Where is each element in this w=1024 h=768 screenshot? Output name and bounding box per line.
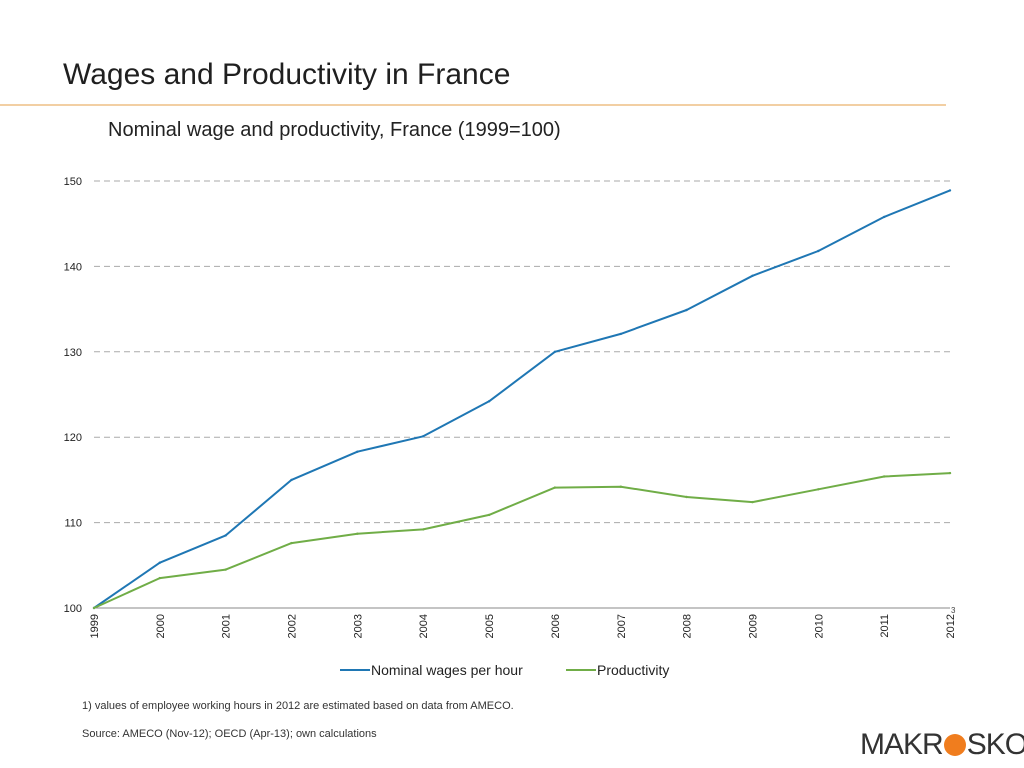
y-tick-label: 120 [64,432,82,444]
source-note: Source: AMECO (Nov-12); OECD (Apr-13); o… [82,728,377,740]
data-point [948,189,952,192]
data-point [883,475,886,478]
x-tick-label: 2009 [747,614,759,638]
data-point [817,488,820,491]
data-point [422,528,425,531]
x-tick-label: 2007 [616,614,628,638]
makroskop-logo: MAKR SKOP [860,727,1024,763]
y-tick-label: 110 [64,518,82,530]
x-tick-label: 2000 [155,614,167,638]
series-line-nominal-wages [93,189,951,609]
data-point [553,486,557,489]
x-tick-label: 2006 [550,614,562,638]
data-point [422,435,425,438]
y-tick-label: 100 [64,603,82,615]
data-point [356,532,359,535]
data-point [487,513,491,517]
page-number: 3 [951,606,956,615]
data-point [290,541,293,545]
logo-dot-icon [943,734,966,756]
slide-title: Wages and Productivity in France [63,58,511,91]
logo-text-right: SKOP [966,728,1024,761]
chart-title: Nominal wage and productivity, France (1… [108,119,561,141]
footnote: 1) values of employee working hours in 2… [82,700,514,712]
x-tick-label: 2010 [813,614,825,638]
x-tick-label: 2011 [879,614,891,638]
data-point [553,350,557,353]
series-line-productivity [93,472,951,609]
y-tick-label: 140 [64,261,82,273]
line-chart: Nominal wage and productivity, France (1… [64,119,957,678]
data-point [619,332,622,336]
x-tick-label: 2002 [287,614,299,638]
data-point [92,606,96,610]
x-tick-label: 2001 [221,614,233,638]
title-divider [0,104,946,106]
x-tick-label: 2004 [418,614,430,638]
y-tick-label: 150 [64,176,82,188]
data-point [883,215,886,219]
y-tick-label: 130 [64,347,82,359]
data-point [685,308,688,312]
data-point [619,485,622,488]
data-point [948,471,952,475]
logo-text-left: MAKR [860,728,944,761]
data-point [356,450,359,453]
x-tick-label: 2008 [682,614,694,638]
x-tick-label: 2012 [945,614,957,638]
data-point [487,400,491,403]
data-point [751,274,754,277]
data-point [817,249,820,253]
data-point [224,534,227,537]
x-tick-label: 1999 [89,614,101,638]
data-point [290,478,293,482]
data-point [685,495,688,499]
x-tick-label: 2003 [352,614,364,638]
data-point [158,576,161,580]
data-point [158,561,161,564]
x-tick-label: 2005 [484,614,496,638]
data-point [751,500,754,504]
legend-label: Nominal wages per hour [371,662,523,678]
legend-label: Productivity [597,662,669,678]
data-point [224,568,227,571]
